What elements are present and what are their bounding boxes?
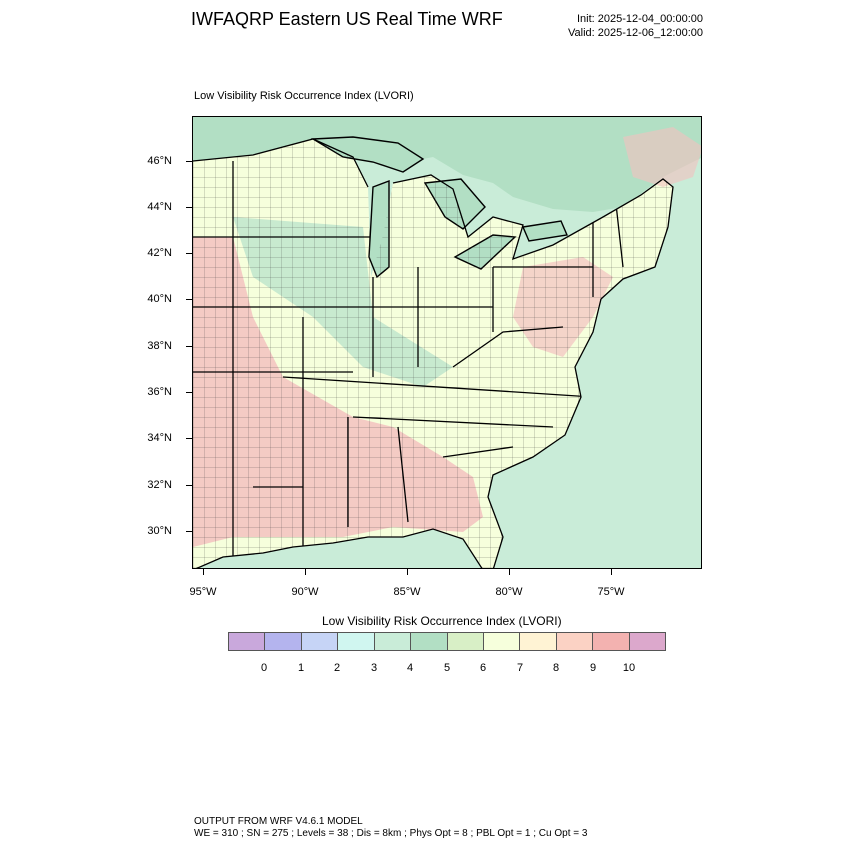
legend-label-1: 1 — [297, 662, 305, 674]
legend-title: Low Visibility Risk Occurrence Index (LV… — [322, 614, 562, 628]
legend-label-8: 8 — [552, 662, 560, 674]
lon-tick — [611, 569, 612, 575]
legend-label-2: 2 — [333, 662, 341, 674]
lat-label-30: 30°N — [147, 525, 172, 537]
lat-tick — [186, 346, 192, 347]
legend-colorbar — [228, 632, 666, 651]
lat-tick — [186, 299, 192, 300]
legend-label-0: 0 — [260, 662, 268, 674]
state-boundaries — [193, 161, 624, 567]
legend-swatch-7 — [483, 633, 521, 650]
lake-ontario — [522, 220, 568, 242]
map-canvas — [193, 117, 701, 568]
page-title: IWFAQRP Eastern US Real Time WRF — [191, 9, 503, 29]
lat-tick — [186, 438, 192, 439]
legend-swatch-8 — [520, 633, 557, 650]
lat-label-44: 44°N — [147, 201, 172, 213]
lon-label-90: 90°W — [291, 586, 319, 598]
lon-tick — [509, 569, 510, 575]
lat-tick — [186, 392, 192, 393]
lat-label-38: 38°N — [147, 340, 172, 352]
legend-label-5: 5 — [443, 662, 451, 674]
legend-swatch-2 — [301, 633, 339, 650]
legend-swatch-4 — [374, 633, 412, 650]
lon-label-80: 80°W — [495, 586, 523, 598]
legend-swatch-1 — [265, 633, 302, 650]
atlantic-coastline — [487, 298, 602, 568]
legend-label-10: 10 — [622, 662, 636, 674]
legend-label-9: 9 — [589, 662, 597, 674]
map-panel — [192, 116, 702, 569]
gulf-coastline — [195, 528, 483, 568]
model-info: OUTPUT FROM WRF V4.6.1 MODEL — [194, 816, 363, 827]
lon-label-85: 85°W — [393, 586, 421, 598]
model-config: WE = 310 ; SN = 275 ; Levels = 38 ; Dis … — [194, 828, 588, 839]
lat-tick — [186, 207, 192, 208]
legend-label-3: 3 — [370, 662, 378, 674]
lat-tick — [186, 485, 192, 486]
legend-swatch-11 — [629, 633, 666, 650]
lat-tick — [186, 161, 192, 162]
lat-label-36: 36°N — [147, 386, 172, 398]
lon-tick — [203, 569, 204, 575]
lat-label-34: 34°N — [147, 432, 172, 444]
legend-swatch-9 — [556, 633, 594, 650]
lon-label-95: 95°W — [189, 586, 217, 598]
lon-tick — [305, 569, 306, 575]
lat-tick — [186, 253, 192, 254]
legend-swatch-5 — [411, 633, 448, 650]
lat-label-42: 42°N — [147, 247, 172, 259]
legend-swatch-6 — [447, 633, 484, 650]
lat-label-46: 46°N — [147, 155, 172, 167]
legend-label-4: 4 — [406, 662, 414, 674]
lat-label-40: 40°N — [147, 293, 172, 305]
map-subtitle: Low Visibility Risk Occurrence Index (LV… — [194, 90, 414, 102]
northern-border — [193, 138, 674, 300]
lon-label-75: 75°W — [597, 586, 625, 598]
legend-label-6: 6 — [479, 662, 487, 674]
lat-tick — [186, 531, 192, 532]
lon-tick — [407, 569, 408, 575]
legend-swatch-10 — [593, 633, 630, 650]
high-risk-northeast — [623, 127, 701, 187]
valid-time: Valid: 2025-12-06_12:00:00 — [568, 27, 703, 39]
legend-label-7: 7 — [516, 662, 524, 674]
legend-swatch-0 — [229, 633, 266, 650]
legend-swatch-3 — [338, 633, 375, 650]
lat-label-32: 32°N — [147, 479, 172, 491]
init-time: Init: 2025-12-04_00:00:00 — [577, 13, 703, 25]
